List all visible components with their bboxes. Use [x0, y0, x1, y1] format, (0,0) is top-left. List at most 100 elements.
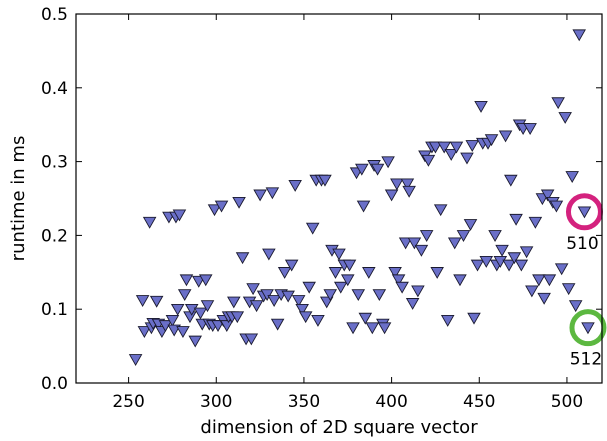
- axis-ticks: 250 300 350 400 450 500 0.0 0.1 0.2 0.3 0.4 0.5: [41, 5, 602, 412]
- data-point: [284, 259, 299, 272]
- data-point: [421, 154, 436, 167]
- data-point: [298, 311, 313, 324]
- data-point: [188, 335, 203, 348]
- data-point: [525, 285, 539, 298]
- data-point: [356, 200, 371, 213]
- y-tick-label: 0.5: [41, 5, 68, 25]
- data-point: [572, 29, 586, 42]
- data-point: [507, 252, 522, 265]
- data-point: [498, 130, 513, 143]
- data-point: [460, 152, 474, 165]
- data-point: [581, 322, 595, 335]
- data-point: [519, 246, 534, 259]
- data-point: [267, 295, 281, 307]
- data-point: [177, 289, 192, 302]
- data-point: [365, 322, 380, 335]
- data-point: [540, 189, 555, 202]
- data-point: [176, 326, 190, 338]
- data-point: [346, 322, 360, 335]
- data-point: [220, 320, 234, 333]
- data-point: [561, 283, 576, 296]
- data-point: [207, 204, 222, 217]
- annotations: 510 512: [565, 193, 607, 370]
- data-point: [428, 141, 443, 154]
- data-point: [270, 318, 285, 331]
- data-point: [253, 189, 267, 202]
- data-point: [370, 163, 385, 176]
- data-point: [355, 163, 369, 176]
- highlight-circle: [565, 193, 603, 231]
- data-point: [407, 237, 422, 250]
- data-point: [302, 281, 316, 294]
- x-tick-label: 350: [288, 392, 320, 412]
- data-point: [291, 295, 306, 307]
- data-point: [377, 322, 392, 335]
- data-point: [554, 263, 569, 276]
- y-tick-label: 0.0: [41, 374, 68, 394]
- data-point: [277, 267, 292, 279]
- data-point: [135, 295, 150, 307]
- data-point: [281, 290, 295, 303]
- data-point: [565, 171, 579, 183]
- data-point: [183, 311, 197, 324]
- data-point: [558, 112, 572, 124]
- data-point: [514, 259, 529, 272]
- data-point: [342, 259, 357, 272]
- data-point: [402, 185, 416, 198]
- plot-area-frame: [75, 13, 603, 384]
- data-point: [449, 141, 464, 154]
- annotation-label: 510: [566, 234, 598, 254]
- data-point: [484, 134, 499, 147]
- data-point: [358, 312, 373, 325]
- y-tick-label: 0.2: [41, 226, 68, 246]
- data-point: [542, 274, 557, 287]
- data-points: [128, 29, 595, 366]
- data-point: [305, 222, 320, 235]
- data-point: [488, 230, 502, 243]
- data-point: [381, 156, 395, 169]
- data-point: [200, 300, 215, 313]
- data-point: [551, 97, 565, 110]
- data-point: [362, 267, 376, 279]
- data-point: [440, 315, 455, 327]
- data-point: [318, 174, 332, 187]
- annotation-label: 512: [570, 350, 602, 370]
- data-point: [456, 230, 471, 243]
- y-tick-label: 0.4: [41, 79, 68, 99]
- data-point: [467, 312, 481, 325]
- x-tick-label: 250: [112, 392, 144, 412]
- data-point: [463, 219, 478, 231]
- data-point: [295, 303, 309, 316]
- data-point: [323, 289, 338, 302]
- data-point: [232, 196, 246, 209]
- data-point: [260, 289, 274, 302]
- data-point: [495, 244, 509, 257]
- data-point: [246, 283, 260, 296]
- data-point: [523, 123, 537, 135]
- x-tick-label: 400: [375, 392, 407, 412]
- data-point: [479, 255, 494, 268]
- data-point: [170, 303, 185, 316]
- data-point: [444, 148, 458, 161]
- y-axis-title: runtime in ms: [8, 136, 29, 262]
- data-point: [333, 281, 348, 294]
- data-point: [398, 237, 413, 250]
- data-point: [332, 248, 346, 261]
- data-point: [230, 311, 245, 324]
- data-point: [465, 140, 480, 152]
- data-point: [447, 237, 462, 250]
- data-point: [568, 300, 583, 313]
- data-point: [227, 296, 241, 309]
- data-point: [211, 320, 225, 333]
- data-point: [214, 200, 229, 213]
- data-point: [411, 285, 425, 298]
- data-point: [172, 209, 187, 222]
- data-point: [249, 300, 264, 313]
- data-point: [193, 307, 208, 320]
- data-point: [311, 315, 325, 327]
- data-point: [433, 204, 448, 217]
- data-point: [577, 206, 592, 219]
- data-point: [537, 292, 551, 305]
- data-point: [493, 255, 508, 268]
